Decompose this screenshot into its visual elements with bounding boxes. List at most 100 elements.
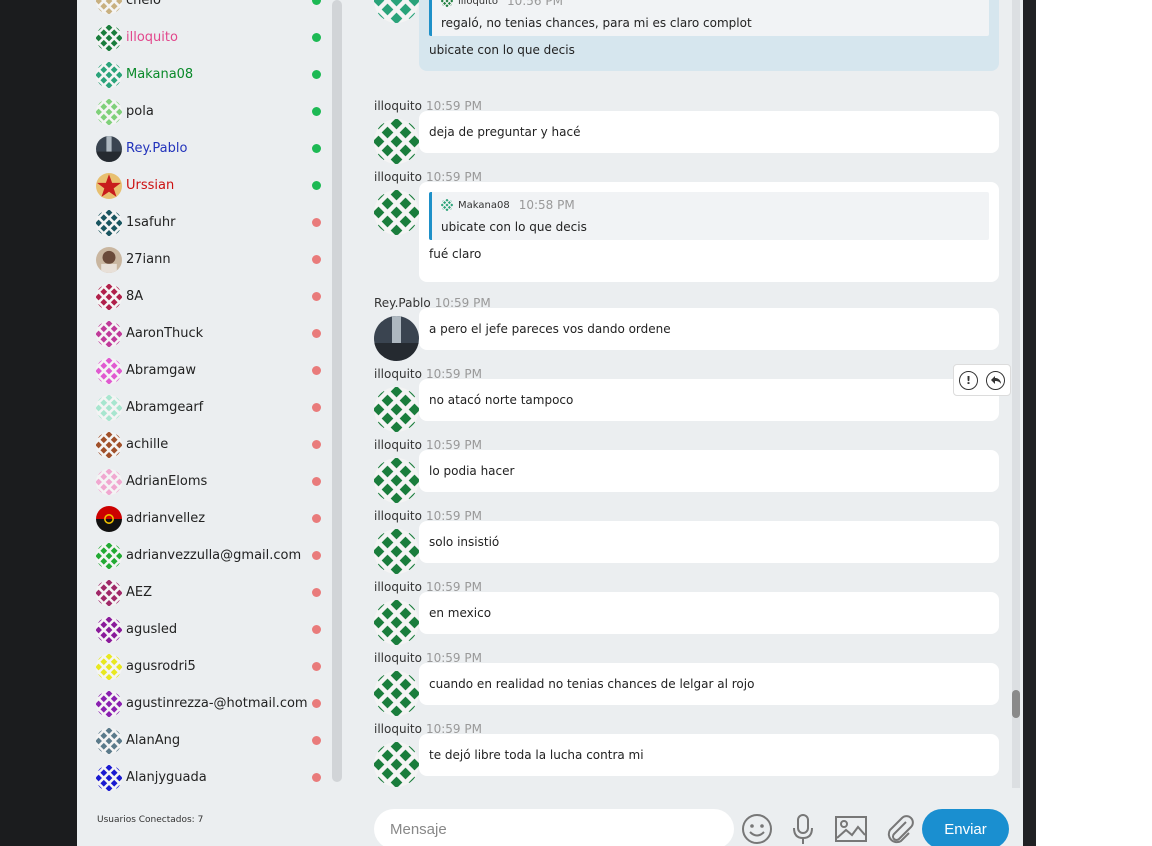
message-bubble[interactable]: te dejó libre toda la lucha contra mi bbox=[419, 734, 999, 776]
pattern-avatar-yellow bbox=[96, 653, 122, 680]
sidebar-user-name: 8A bbox=[126, 289, 144, 304]
message-avatar[interactable] bbox=[374, 458, 419, 503]
message-bubble[interactable]: Makana08 10:58 PM ubicate con lo que decis… bbox=[419, 182, 999, 282]
sidebar-user-8a[interactable]: 8A bbox=[77, 278, 327, 315]
message-avatar[interactable] bbox=[374, 671, 419, 716]
reply-icon[interactable] bbox=[986, 370, 1005, 390]
message-header: illoquito 10:59 PM bbox=[374, 651, 482, 665]
pattern-avatar-violet bbox=[96, 690, 122, 717]
message-bubble[interactable]: deja de preguntar y hacé bbox=[419, 111, 999, 153]
message-text: te dejó libre toda la lucha contra mi bbox=[429, 748, 644, 762]
sidebar-user-name: 1safuhr bbox=[126, 215, 176, 230]
chat-scrollbar-thumb[interactable] bbox=[1012, 690, 1020, 718]
sidebar-user-name: Makana08 bbox=[126, 67, 194, 82]
status-dot bbox=[312, 144, 321, 153]
sidebar-user-aez[interactable]: AEZ bbox=[77, 574, 327, 611]
message-bubble[interactable]: solo insistió bbox=[419, 521, 999, 563]
message-text: en mexico bbox=[429, 606, 492, 620]
message-header: illoquito 10:59 PM bbox=[374, 722, 482, 736]
sidebar-user-adrianvezzulla-gmail-com[interactable]: adrianvezzulla@gmail.com bbox=[77, 537, 327, 574]
attachment-icon[interactable] bbox=[882, 812, 916, 846]
message-author[interactable]: illoquito bbox=[374, 438, 422, 452]
sidebar-user-rey-pablo[interactable]: Rey.Pablo bbox=[77, 130, 327, 167]
sidebar-user-chelo[interactable]: chelo bbox=[77, 0, 327, 19]
status-dot bbox=[312, 33, 321, 42]
sidebar-user-name: Abramgaw bbox=[126, 363, 196, 378]
sidebar-user-1safuhr[interactable]: 1safuhr bbox=[77, 204, 327, 241]
sidebar-user-alanang[interactable]: AlanAng bbox=[77, 722, 327, 759]
alert-icon[interactable]: ! bbox=[959, 370, 978, 390]
sidebar-user-name: AaronThuck bbox=[126, 326, 204, 341]
sidebar-user-pola[interactable]: pola bbox=[77, 93, 327, 130]
message-bubble[interactable]: illoquito 10:56 PM regaló, no tenias chanc… bbox=[419, 0, 999, 71]
message-avatar[interactable] bbox=[374, 190, 419, 235]
pattern-avatar-teal bbox=[96, 61, 122, 88]
message-time: 10:59 PM bbox=[425, 99, 482, 113]
status-dot bbox=[312, 588, 321, 597]
sidebar-user-name: Abramgearf bbox=[126, 400, 204, 415]
sidebar-user-name: Urssian bbox=[126, 178, 175, 193]
sidebar-user-adrianeloms[interactable]: AdrianEloms bbox=[77, 463, 327, 500]
sidebar-user-27iann[interactable]: 27iann bbox=[77, 241, 327, 278]
message-author[interactable]: illoquito bbox=[374, 509, 422, 523]
status-dot bbox=[312, 477, 321, 486]
sidebar-user-aaronthuck[interactable]: AaronThuck bbox=[77, 315, 327, 352]
send-button[interactable]: Enviar bbox=[922, 809, 1009, 846]
message-author[interactable]: illoquito bbox=[374, 99, 422, 113]
message-avatar[interactable] bbox=[374, 529, 419, 574]
pattern-avatar-brown bbox=[96, 431, 122, 458]
sidebar-user-abramgearf[interactable]: Abramgearf bbox=[77, 389, 327, 426]
message-author[interactable]: Rey.Pablo bbox=[374, 296, 431, 310]
message-input[interactable] bbox=[374, 809, 734, 846]
sidebar-user-urssian[interactable]: Urssian bbox=[77, 167, 327, 204]
sidebar-user-achille[interactable]: achille bbox=[77, 426, 327, 463]
user-list: chelo illoquito Makana08 pola Rey.Pablo Urssi… bbox=[77, 0, 327, 796]
message-bubble[interactable]: en mexico bbox=[419, 592, 999, 634]
sidebar-user-adrianvellez[interactable]: adrianvellez bbox=[77, 500, 327, 537]
message-bubble[interactable]: a pero el jefe pareces vos dando ordene bbox=[419, 308, 999, 350]
message-avatar[interactable] bbox=[374, 600, 419, 645]
quoted-message[interactable]: illoquito 10:56 PM regaló, no tenias chanc… bbox=[429, 0, 989, 36]
microphone-icon[interactable] bbox=[786, 812, 820, 846]
pattern-avatar-tan bbox=[96, 0, 122, 14]
message-bubble[interactable]: no atacó norte tampoco bbox=[419, 379, 999, 421]
message-bubble[interactable]: cuando en realidad no tenias chances de … bbox=[419, 663, 999, 705]
sidebar-user-illoquito[interactable]: illoquito bbox=[77, 19, 327, 56]
message-time: 10:59 PM bbox=[425, 722, 482, 736]
message-avatar[interactable] bbox=[374, 387, 419, 432]
pattern-avatar-lightgreen bbox=[96, 98, 122, 125]
sidebar-user-agustinrezza-hotmail-com[interactable]: agustinrezza-@hotmail.com bbox=[77, 685, 327, 722]
message-header: illoquito 10:59 PM bbox=[374, 438, 482, 452]
sidebar-scrollbar[interactable] bbox=[332, 0, 342, 782]
message-author[interactable]: illoquito bbox=[374, 580, 422, 594]
sidebar-user-name: agusled bbox=[126, 622, 178, 637]
message-text: lo podia hacer bbox=[429, 464, 515, 478]
message-bubble[interactable]: lo podia hacer bbox=[419, 450, 999, 492]
sidebar-user-agusrodri5[interactable]: agusrodri5 bbox=[77, 648, 327, 685]
pattern-avatar-blue bbox=[96, 764, 122, 791]
message-header: illoquito 10:59 PM bbox=[374, 580, 482, 594]
message-text: a pero el jefe pareces vos dando ordene bbox=[429, 322, 671, 336]
image-icon[interactable] bbox=[834, 812, 868, 846]
quoted-message[interactable]: Makana08 10:58 PM ubicate con lo que decis bbox=[429, 192, 989, 240]
message-author[interactable]: illoquito bbox=[374, 170, 422, 184]
message-author[interactable]: illoquito bbox=[374, 722, 422, 736]
message-avatar[interactable] bbox=[374, 316, 419, 361]
sidebar-user-name: pola bbox=[126, 104, 154, 119]
sidebar-user-agusled[interactable]: agusled bbox=[77, 611, 327, 648]
message-author[interactable]: illoquito bbox=[374, 651, 422, 665]
sidebar-user-name: adrianvellez bbox=[126, 511, 206, 526]
sidebar-user-alanjyguada[interactable]: Alanjyguada bbox=[77, 759, 327, 796]
sidebar-user-makana08[interactable]: Makana08 bbox=[77, 56, 327, 93]
message-text: no atacó norte tampoco bbox=[429, 393, 574, 407]
message-text: solo insistió bbox=[429, 535, 500, 549]
pattern-avatar-purple bbox=[96, 616, 122, 643]
message-avatar[interactable] bbox=[374, 742, 419, 787]
chat-scrollbar[interactable] bbox=[1012, 0, 1020, 788]
status-dot bbox=[312, 736, 321, 745]
star-avatar-red bbox=[96, 172, 122, 199]
message-avatar[interactable] bbox=[374, 119, 419, 164]
sidebar-user-abramgaw[interactable]: Abramgaw bbox=[77, 352, 327, 389]
emoji-icon[interactable] bbox=[740, 812, 774, 846]
message-author[interactable]: illoquito bbox=[374, 367, 422, 381]
